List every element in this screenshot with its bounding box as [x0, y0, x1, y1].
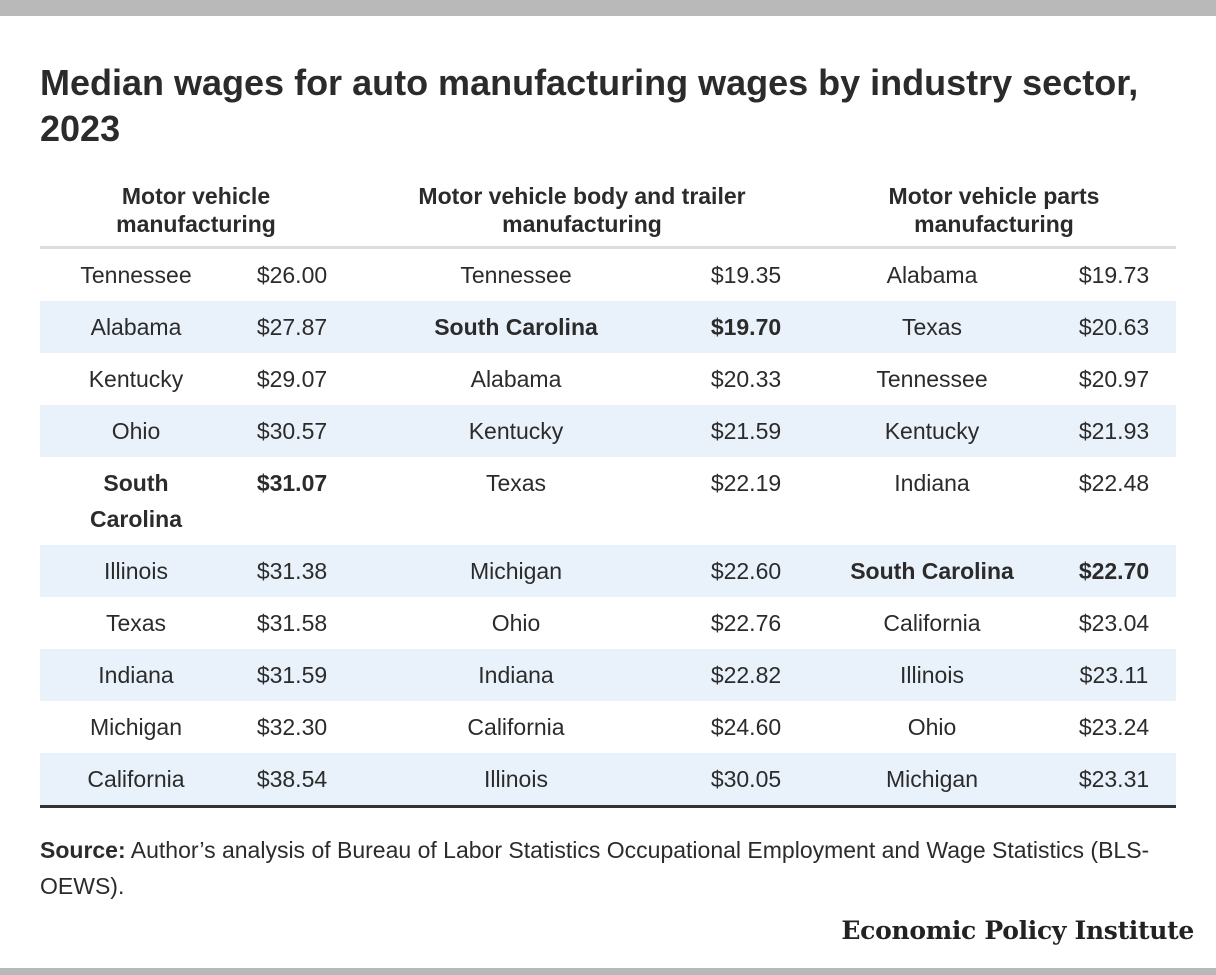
wage-cell: $31.58 [256, 610, 328, 636]
state-cell: California [883, 610, 981, 636]
table-row: Kentucky $29.07 Alabama $20.33 Tennessee $20.… [40, 353, 1176, 405]
wage-cell: $22.48 [1078, 470, 1150, 496]
state-cell: Ohio [491, 610, 541, 636]
source-text: Author’s analysis of Bureau of Labor Sta… [40, 837, 1150, 899]
table-row: Indiana $31.59 Indiana $22.82 Illinois $23.11 [40, 649, 1176, 701]
table-row: South Carolina $31.07 Texas $22.19 Indiana $2… [40, 457, 1176, 545]
wage-cell: $30.57 [232, 405, 352, 457]
wage-cell: $19.70 [680, 301, 812, 353]
wage-cell: $31.07 [256, 470, 328, 496]
table-row: Texas $31.58 Ohio $22.76 California $23.04 [40, 597, 1176, 649]
column-header-parts-text: Motor vehicle parts manufacturing [888, 183, 1100, 237]
wage-table: Motor vehicle manufacturing Motor vehicl… [40, 178, 1176, 808]
state-cell: California [467, 714, 565, 740]
state-cell: South Carolina [352, 301, 680, 353]
state-cell: California [40, 753, 232, 808]
table-row: California $38.54 Illinois $30.05 Michigan $2… [40, 753, 1176, 808]
wage-cell: $20.63 [1052, 301, 1176, 353]
column-header-motor-vehicle: Motor vehicle manufacturing [40, 178, 352, 249]
state-cell: Michigan [352, 545, 680, 597]
state-cell: Texas [812, 301, 1052, 353]
state-cell: Tennessee [876, 366, 988, 392]
column-header-body-trailer: Motor vehicle body and trailer manufactu… [352, 178, 812, 249]
state-cell: Ohio [40, 405, 232, 457]
state-cell: Michigan [812, 753, 1052, 808]
wage-cell: $31.38 [232, 545, 352, 597]
state-cell: Ohio [907, 714, 957, 740]
state-cell: Tennessee [460, 262, 572, 288]
column-header-parts: Motor vehicle parts manufacturing [812, 178, 1176, 249]
wage-cell: $31.59 [232, 649, 352, 701]
state-cell: Illinois [812, 649, 1052, 701]
header-row: Motor vehicle manufacturing Motor vehicl… [40, 178, 1176, 249]
state-cell: Tennessee [80, 262, 192, 288]
wage-cell: $30.05 [680, 753, 812, 808]
state-cell: Alabama [40, 301, 232, 353]
state-cell: Alabama [886, 262, 978, 288]
wage-cell: $27.87 [232, 301, 352, 353]
wage-cell: $22.82 [680, 649, 812, 701]
table-row: Tennessee $26.00 Tennessee $19.35 Alabama $19… [40, 248, 1176, 302]
state-cell: Alabama [470, 366, 562, 392]
wage-cell: $21.59 [680, 405, 812, 457]
wage-cell: $23.24 [1078, 714, 1150, 740]
table-row: Alabama $27.87 South Carolina $19.70 Texas $2… [40, 301, 1176, 353]
state-cell: Indiana [352, 649, 680, 701]
wage-cell: $38.54 [232, 753, 352, 808]
wage-cell: $22.76 [710, 610, 782, 636]
wage-cell: $22.19 [710, 470, 782, 496]
wage-cell: $19.73 [1078, 262, 1150, 288]
wage-cell: $19.35 [710, 262, 782, 288]
state-cell: South Carolina [812, 545, 1052, 597]
column-header-motor-vehicle-text: Motor vehicle manufacturing [116, 183, 276, 237]
wage-cell: $20.97 [1078, 366, 1150, 392]
state-cell: Indiana [894, 470, 970, 496]
bottom-border [0, 968, 1216, 975]
chart-title: Median wages for auto manufacturing wage… [40, 62, 1139, 149]
top-border [0, 0, 1216, 16]
state-cell: Kentucky [812, 405, 1052, 457]
wage-cell: $22.70 [1052, 545, 1176, 597]
publisher-logo: Economic Policy Institute [841, 916, 1194, 945]
state-cell: Kentucky [88, 366, 184, 392]
table-row: Michigan $32.30 California $24.60 Ohio $23.24 [40, 701, 1176, 753]
source-label: Source: [40, 837, 126, 863]
state-cell: South Carolina [89, 470, 183, 532]
column-header-body-trailer-text: Motor vehicle body and trailer manufactu… [418, 183, 746, 237]
source-note: Source: Author’s analysis of Bureau of L… [40, 832, 1180, 904]
wage-cell: $20.33 [710, 366, 782, 392]
state-cell: Illinois [40, 545, 232, 597]
state-cell: Texas [105, 610, 167, 636]
wage-cell: $24.60 [710, 714, 782, 740]
state-cell: Indiana [40, 649, 232, 701]
state-cell: Kentucky [352, 405, 680, 457]
wage-cell: $22.60 [680, 545, 812, 597]
wage-cell: $21.93 [1052, 405, 1176, 457]
state-cell: Michigan [89, 714, 183, 740]
table-row: Ohio $30.57 Kentucky $21.59 Kentucky $21.93 [40, 405, 1176, 457]
state-cell: Illinois [352, 753, 680, 808]
wage-cell: $32.30 [256, 714, 328, 740]
wage-cell: $29.07 [256, 366, 328, 392]
table-row: Illinois $31.38 Michigan $22.60 South Caroli… [40, 545, 1176, 597]
state-cell: Texas [485, 470, 547, 496]
wage-cell: $26.00 [256, 262, 328, 288]
wage-cell: $23.31 [1052, 753, 1176, 808]
wage-cell: $23.04 [1078, 610, 1150, 636]
wage-cell: $23.11 [1052, 649, 1176, 701]
